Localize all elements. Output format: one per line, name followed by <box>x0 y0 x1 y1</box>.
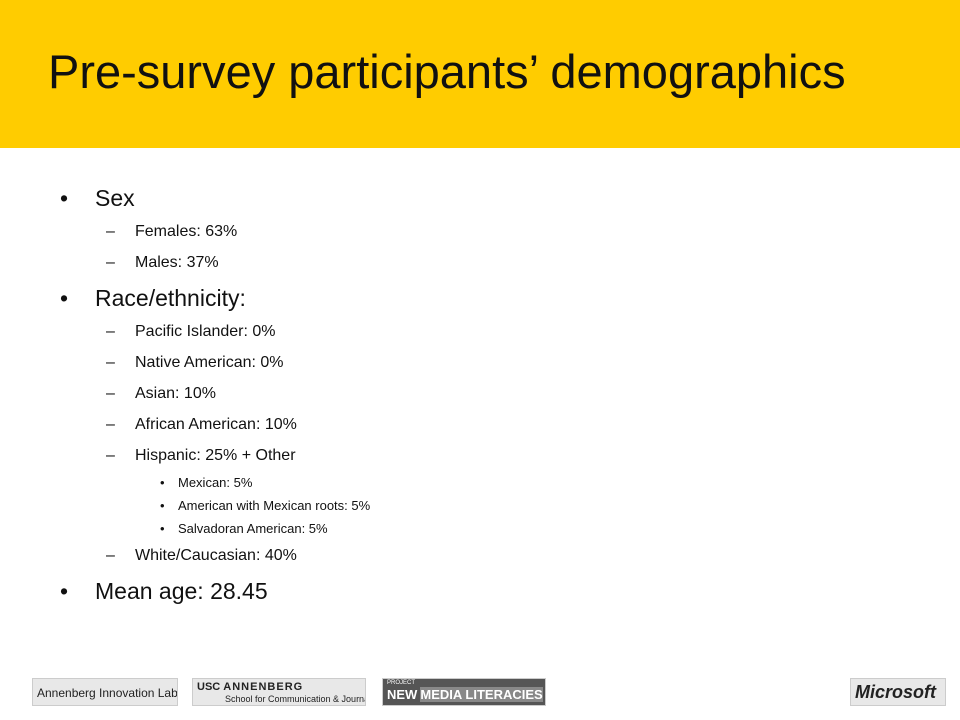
logo-microsoft: Microsoft <box>850 678 946 706</box>
header-band: Pre-survey participants’ demographics <box>0 0 960 148</box>
bullet-level-1: Mean age: 28.45 <box>0 573 900 609</box>
bullet-level-3: American with Mexican roots: 5% <box>0 494 900 517</box>
logo-text: Microsoft <box>855 682 936 702</box>
bullet-level-3: Salvadoran American: 5% <box>0 517 900 540</box>
slide-title: Pre-survey participants’ demographics <box>48 45 846 98</box>
logo-text: NEW <box>387 687 418 702</box>
logo-text: PROJECT <box>387 680 416 686</box>
bullet-level-3: Mexican: 5% <box>0 471 900 494</box>
logo-usc: USC ANNENBERG School for Communication &… <box>192 678 366 706</box>
bullet-level-1: Race/ethnicity: <box>0 280 900 316</box>
bullet-level-2: Asian: 10% <box>0 378 900 409</box>
logo-nml: PROJECT NEW MEDIA LITERACIES <box>382 678 546 706</box>
bullet-level-2: Native American: 0% <box>0 347 900 378</box>
bullet-level-2: Hispanic: 25% + Other <box>0 440 900 471</box>
bullet-level-2: Males: 37% <box>0 247 900 278</box>
bullet-level-2: White/Caucasian: 40% <box>0 540 900 571</box>
logo-text: School for Communication & Journalism <box>225 694 365 704</box>
bullet-level-2: Females: 63% <box>0 216 900 247</box>
bullet-list: SexFemales: 63%Males: 37%Race/ethnicity:… <box>0 180 900 609</box>
bullet-level-2: Pacific Islander: 0% <box>0 316 900 347</box>
logo-text: MEDIA LITERACIES <box>420 687 543 702</box>
logo-text: Annenberg Innovation Lab <box>37 686 178 700</box>
logo-annenberg-lab: Annenberg Innovation Lab <box>32 678 178 706</box>
logo-text: ANNENBERG <box>223 681 304 693</box>
logo-text: USC <box>197 681 221 693</box>
bullet-level-2: African American: 10% <box>0 409 900 440</box>
bullet-level-1: Sex <box>0 180 900 216</box>
